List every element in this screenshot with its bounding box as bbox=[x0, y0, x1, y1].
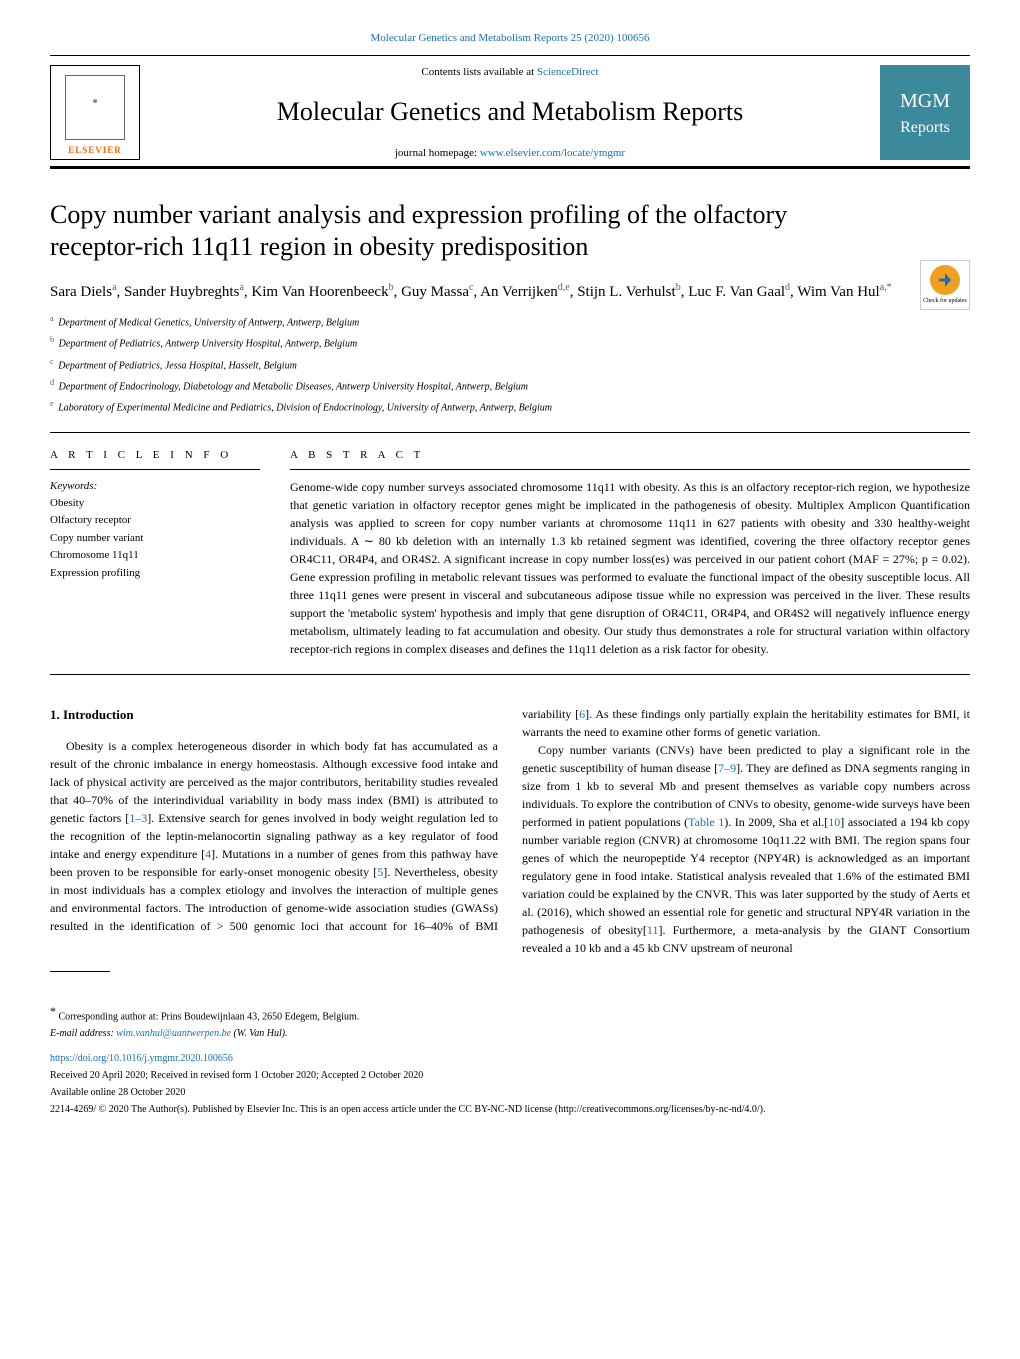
journal-name: Molecular Genetics and Metabolism Report… bbox=[160, 92, 860, 131]
received-dates: Received 20 April 2020; Received in revi… bbox=[50, 1068, 970, 1083]
cite-10[interactable]: 10 bbox=[828, 815, 840, 829]
cite-7-9[interactable]: 7–9 bbox=[718, 761, 736, 775]
abstract-hr bbox=[290, 469, 970, 470]
article-title: Copy number variant analysis and express… bbox=[50, 199, 970, 264]
p2d: ] associated a 194 kb copy number variab… bbox=[522, 815, 970, 937]
logo-mgm: MGM bbox=[900, 86, 950, 116]
affiliation: c Department of Pediatrics, Jessa Hospit… bbox=[50, 356, 970, 373]
footer-short-hr bbox=[50, 971, 110, 972]
info-abstract-row: A R T I C L E I N F O Keywords: ObesityO… bbox=[50, 447, 970, 659]
cite-11[interactable]: 11 bbox=[647, 923, 659, 937]
homepage-link[interactable]: www.elsevier.com/locate/ymgmr bbox=[480, 147, 625, 159]
email-link[interactable]: wim.vanhul@uantwerpen.be bbox=[116, 1028, 231, 1039]
email-line: E-mail address: wim.vanhul@uantwerpen.be… bbox=[50, 1026, 970, 1041]
intro-heading: 1. Introduction bbox=[50, 705, 498, 725]
abstract-text: Genome-wide copy number surveys associat… bbox=[290, 478, 970, 658]
affiliation: a Department of Medical Genetics, Univer… bbox=[50, 313, 970, 330]
keyword: Expression profiling bbox=[50, 565, 260, 583]
journal-header: ELSEVIER Contents lists available at Sci… bbox=[50, 55, 970, 169]
keyword: Olfactory receptor bbox=[50, 512, 260, 530]
available-online: Available online 28 October 2020 bbox=[50, 1085, 970, 1100]
top-citation: Molecular Genetics and Metabolism Report… bbox=[50, 30, 970, 47]
email-suffix: (W. Van Hul). bbox=[231, 1028, 288, 1039]
elsevier-logo: ELSEVIER bbox=[50, 65, 140, 160]
header-center: Contents lists available at ScienceDirec… bbox=[140, 64, 880, 162]
email-label: E-mail address: bbox=[50, 1028, 116, 1039]
intro-paragraph-2: Copy number variants (CNVs) have been pr… bbox=[522, 741, 970, 957]
article-info-column: A R T I C L E I N F O Keywords: ObesityO… bbox=[50, 447, 260, 659]
contents-prefix: Contents lists available at bbox=[421, 66, 536, 78]
doi-link[interactable]: https://doi.org/10.1016/j.ymgmr.2020.100… bbox=[50, 1053, 233, 1064]
affiliation: d Department of Endocrinology, Diabetolo… bbox=[50, 377, 970, 394]
logo-reports: Reports bbox=[900, 116, 950, 140]
keyword: Obesity bbox=[50, 495, 260, 513]
elsevier-tree-icon bbox=[65, 75, 125, 140]
corresponding-author: * Corresponding author at: Prins Boudewi… bbox=[50, 1002, 970, 1024]
affiliation: e Laboratory of Experimental Medicine an… bbox=[50, 398, 970, 415]
contents-line: Contents lists available at ScienceDirec… bbox=[160, 64, 860, 81]
info-hr bbox=[50, 469, 260, 470]
keywords-list: ObesityOlfactory receptorCopy number var… bbox=[50, 495, 260, 583]
homepage-prefix: journal homepage: bbox=[395, 147, 480, 159]
p1e: ]. As these findings only partially expl… bbox=[522, 707, 970, 739]
corresp-marker: * bbox=[50, 1004, 56, 1018]
affiliation: b Department of Pediatrics, Antwerp Univ… bbox=[50, 334, 970, 351]
check-updates-icon bbox=[930, 265, 960, 295]
doi-line: https://doi.org/10.1016/j.ymgmr.2020.100… bbox=[50, 1051, 970, 1066]
body-section: 1. Introduction Obesity is a complex het… bbox=[50, 705, 970, 957]
keyword: Copy number variant bbox=[50, 530, 260, 548]
abstract-column: A B S T R A C T Genome-wide copy number … bbox=[290, 447, 970, 659]
table-1-link[interactable]: Table 1 bbox=[688, 815, 724, 829]
journal-cover-logo: MGM Reports bbox=[880, 65, 970, 160]
abstract-heading: A B S T R A C T bbox=[290, 447, 970, 464]
author-list: Sara Dielsa, Sander Huybreghtsa, Kim Van… bbox=[50, 280, 970, 304]
keywords-label: Keywords: bbox=[50, 478, 260, 495]
p2c: ). In 2009, Sha et al.[ bbox=[724, 815, 828, 829]
keyword: Chromosome 11q11 bbox=[50, 547, 260, 565]
sciencedirect-link[interactable]: ScienceDirect bbox=[537, 66, 599, 78]
divider bbox=[50, 432, 970, 433]
check-updates-label: Check for updates bbox=[921, 297, 969, 306]
homepage-line: journal homepage: www.elsevier.com/locat… bbox=[160, 145, 860, 162]
check-updates-badge[interactable]: Check for updates bbox=[920, 260, 970, 310]
cite-1-3[interactable]: 1–3 bbox=[129, 811, 147, 825]
corresp-text: Corresponding author at: Prins Boudewijn… bbox=[59, 1011, 360, 1022]
article-info-heading: A R T I C L E I N F O bbox=[50, 447, 260, 464]
elsevier-name: ELSEVIER bbox=[68, 144, 122, 158]
license-text: 2214-4269/ © 2020 The Author(s). Publish… bbox=[50, 1102, 970, 1117]
footer: * Corresponding author at: Prins Boudewi… bbox=[50, 1002, 970, 1117]
divider-2 bbox=[50, 674, 970, 675]
affiliations-list: a Department of Medical Genetics, Univer… bbox=[50, 313, 970, 416]
